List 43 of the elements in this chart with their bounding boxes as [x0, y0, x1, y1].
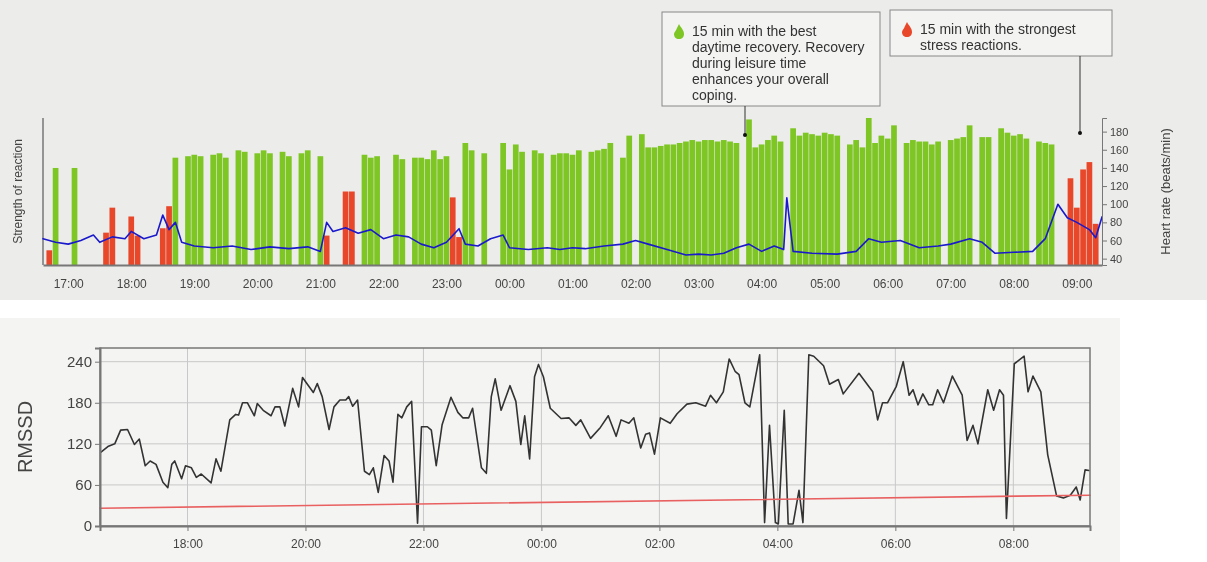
y-axis-title: RMSSD — [14, 400, 36, 474]
text: 15 min with the best daytime recovery. Recovery during leisure time enhances your overall coping. — [692, 23, 865, 103]
y-tick-label: 240 — [66, 352, 92, 370]
x-tick-label: 00:00 — [494, 276, 526, 291]
y-tick-label: 0 — [83, 517, 92, 535]
x-tick-label: 06:00 — [880, 536, 912, 551]
y-tick-label: 120 — [66, 435, 92, 453]
text: 15 min with the strongest stress reactions. — [920, 21, 1076, 53]
x-tick-label: 22:00 — [368, 276, 400, 291]
x-tick-label: 08:00 — [999, 276, 1030, 291]
x-tick-label: 00:00 — [526, 536, 558, 551]
x-tick-label: 07:00 — [936, 276, 967, 291]
y-tick-label: 120 — [1110, 180, 1129, 193]
y-tick-label: 180 — [1110, 125, 1129, 138]
x-tick-label: 21:00 — [305, 276, 337, 291]
y-tick-label: 60 — [75, 476, 92, 494]
y-axis-title: Strength of reaction — [11, 139, 25, 244]
x-tick-label: 18:00 — [116, 276, 148, 291]
y-tick-label: 60 — [1110, 234, 1123, 247]
y-tick-label: 140 — [1110, 161, 1129, 174]
x-tick-label: 05:00 — [810, 276, 841, 291]
x-tick-label: 20:00 — [242, 276, 274, 291]
x-tick-label: 20:00 — [290, 536, 322, 551]
x-tick-label: 22:00 — [408, 536, 440, 551]
y-tick-label: 160 — [1110, 143, 1129, 156]
x-tick-label: 02:00 — [621, 276, 652, 291]
x-tick-label: 09:00 — [1062, 276, 1093, 291]
x-tick-label: 08:00 — [998, 536, 1030, 551]
x-tick-label: 04:00 — [747, 276, 778, 291]
y-tick-label: 40 — [1110, 252, 1123, 265]
x-tick-label: 23:00 — [431, 276, 463, 291]
x-tick-label: 04:00 — [762, 536, 794, 551]
x-tick-label: 02:00 — [644, 536, 676, 551]
x-tick-label: 19:00 — [179, 276, 211, 291]
y-tick-label: 180 — [66, 394, 92, 412]
x-tick-label: 06:00 — [873, 276, 904, 291]
y-axis-title: Heart rate (beats/min) — [1158, 128, 1173, 255]
y-tick-label: 80 — [1110, 216, 1123, 229]
y-tick-label: 100 — [1110, 198, 1129, 211]
x-tick-label: 03:00 — [684, 276, 715, 291]
x-tick-label: 17:00 — [53, 276, 85, 291]
x-tick-label: 18:00 — [172, 536, 204, 551]
x-tick-label: 01:00 — [557, 276, 589, 291]
